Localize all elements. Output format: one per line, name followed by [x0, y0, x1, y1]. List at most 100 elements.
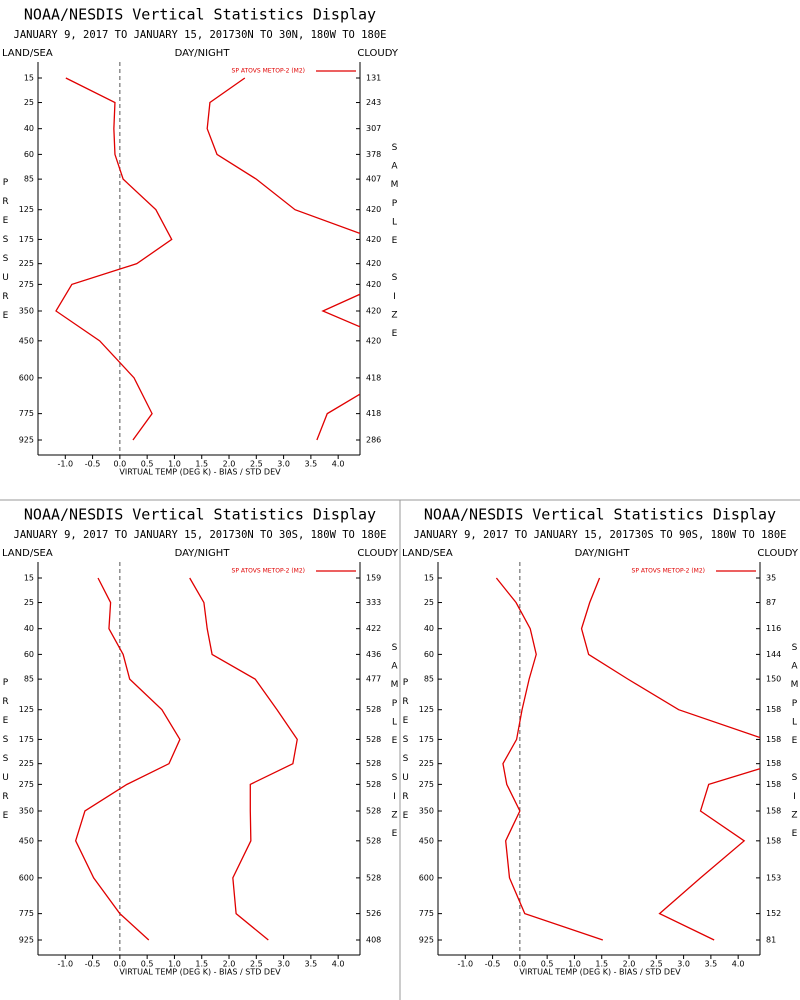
sample-size-label: 420	[366, 259, 381, 268]
y-tick-label: 600	[419, 873, 434, 882]
sample-size-label: 116	[766, 624, 781, 633]
y-tick-label: 25	[24, 98, 34, 107]
y-tick-label: 60	[424, 650, 434, 659]
y-tick-label: 175	[19, 735, 34, 744]
y-tick-label: 275	[19, 780, 34, 789]
center-header: DAY/NIGHT	[575, 548, 631, 559]
x-tick-label: -1.0	[57, 960, 73, 969]
x-tick-label: 0.5	[141, 460, 154, 469]
sample-size-label: 420	[366, 205, 381, 214]
x-tick-label: -0.5	[85, 460, 101, 469]
y-tick-label: 125	[19, 705, 34, 714]
sample-size-label: 158	[766, 705, 781, 714]
sample-size-label: 528	[366, 735, 381, 744]
y-tick-label: 775	[19, 909, 34, 918]
x-tick-label: 1.5	[195, 960, 208, 969]
left-header: LAND/SEA	[2, 48, 53, 59]
sample-size-label: 144	[766, 650, 781, 659]
y-tick-label: 925	[19, 936, 34, 945]
sample-size-label: 420	[366, 336, 381, 345]
y-tick-label: 15	[424, 574, 434, 583]
x-tick-label: 1.0	[168, 460, 181, 469]
sample-size-label: 418	[366, 409, 381, 418]
sample-size-label: 158	[766, 735, 781, 744]
y-tick-label: 60	[24, 650, 34, 659]
legend-label: SP ATOVS METOP-2 (M2)	[632, 568, 705, 575]
x-tick-label: -0.5	[85, 960, 101, 969]
profile-line	[55, 77, 173, 441]
profile-line	[74, 577, 181, 941]
center-header: DAY/NIGHT	[175, 548, 231, 559]
sample-size-label: 420	[366, 306, 381, 315]
x-tick-label: -1.0	[457, 960, 473, 969]
x-axis-label: VIRTUAL TEMP (DEG K) - BIAS / STD DEV	[119, 968, 281, 977]
y-tick-label: 925	[419, 936, 434, 945]
sample-size-label: 418	[366, 373, 381, 382]
chart-subtitle: JANUARY 9, 2017 TO JANUARY 15, 201730N T…	[14, 29, 387, 41]
x-tick-label: 3.0	[677, 960, 690, 969]
sample-size-label: 422	[366, 624, 381, 633]
x-tick-label: 3.0	[277, 460, 290, 469]
chart-title: NOAA/NESDIS Vertical Statistics Display	[24, 6, 376, 24]
y-tick-label: 925	[19, 436, 34, 445]
x-tick-label: 0.0	[113, 460, 126, 469]
sample-size-label: 150	[766, 675, 781, 684]
center-header: DAY/NIGHT	[175, 48, 231, 59]
chart-subtitle: JANUARY 9, 2017 TO JANUARY 15, 201730S T…	[414, 529, 787, 541]
right-header: CLOUDY	[357, 48, 399, 59]
x-tick-label: 3.5	[305, 960, 318, 969]
x-tick-label: 2.5	[250, 960, 263, 969]
sample-size-label: 158	[766, 780, 781, 789]
y-tick-label: 225	[19, 259, 34, 268]
left-header: LAND/SEA	[402, 548, 453, 559]
y-tick-label: 450	[19, 336, 34, 345]
y-axis-label: PRESSURE	[1, 178, 11, 330]
y-axis-label: PRESSURE	[401, 678, 411, 830]
sample-size-label: 378	[366, 150, 381, 159]
sample-size-label: 528	[366, 780, 381, 789]
sample-size-label: 528	[366, 759, 381, 768]
chart-subtitle: JANUARY 9, 2017 TO JANUARY 15, 201730N T…	[14, 529, 387, 541]
chart-title: NOAA/NESDIS Vertical Statistics Display	[424, 506, 776, 524]
sample-size-label: 131	[366, 74, 381, 83]
profile-line	[206, 77, 360, 441]
sample-size-label: 477	[366, 675, 381, 684]
x-tick-label: -1.0	[57, 460, 73, 469]
profile-line	[580, 577, 760, 941]
y-tick-label: 350	[19, 806, 34, 815]
y2-axis-label: SAMPLE SIZE	[790, 643, 800, 848]
sample-size-label: 528	[366, 873, 381, 882]
y-axis-label: PRESSURE	[1, 678, 11, 830]
x-tick-label: 1.0	[168, 960, 181, 969]
x-tick-label: 0.0	[513, 960, 526, 969]
x-tick-label: 1.5	[595, 960, 608, 969]
y2-axis-label: SAMPLE SIZE	[390, 143, 400, 348]
y-tick-label: 600	[19, 373, 34, 382]
sample-size-label: 35	[766, 574, 776, 583]
sample-size-label: 158	[766, 806, 781, 815]
x-tick-label: 1.0	[568, 960, 581, 969]
sample-size-label: 153	[766, 873, 781, 882]
y-tick-label: 15	[24, 574, 34, 583]
y-tick-label: 225	[419, 759, 434, 768]
panel: NOAA/NESDIS Vertical Statistics Display J…	[1, 6, 400, 477]
x-tick-label: -0.5	[485, 960, 501, 969]
sample-size-label: 333	[366, 598, 381, 607]
y-tick-label: 275	[19, 280, 34, 289]
y-tick-label: 175	[19, 235, 34, 244]
y-tick-label: 350	[19, 306, 34, 315]
x-tick-label: 2.5	[650, 960, 663, 969]
y-tick-label: 350	[419, 806, 434, 815]
y-tick-label: 450	[19, 836, 34, 845]
sample-size-label: 526	[366, 909, 381, 918]
panel: NOAA/NESDIS Vertical Statistics Display J…	[1, 506, 400, 977]
y-tick-label: 600	[19, 873, 34, 882]
chart-title: NOAA/NESDIS Vertical Statistics Display	[24, 506, 376, 524]
left-header: LAND/SEA	[2, 548, 53, 559]
y-tick-label: 775	[19, 409, 34, 418]
sample-size-label: 152	[766, 909, 781, 918]
y-tick-label: 60	[24, 150, 34, 159]
y-tick-label: 85	[24, 175, 34, 184]
x-tick-label: 3.5	[705, 960, 718, 969]
y-tick-label: 125	[419, 705, 434, 714]
